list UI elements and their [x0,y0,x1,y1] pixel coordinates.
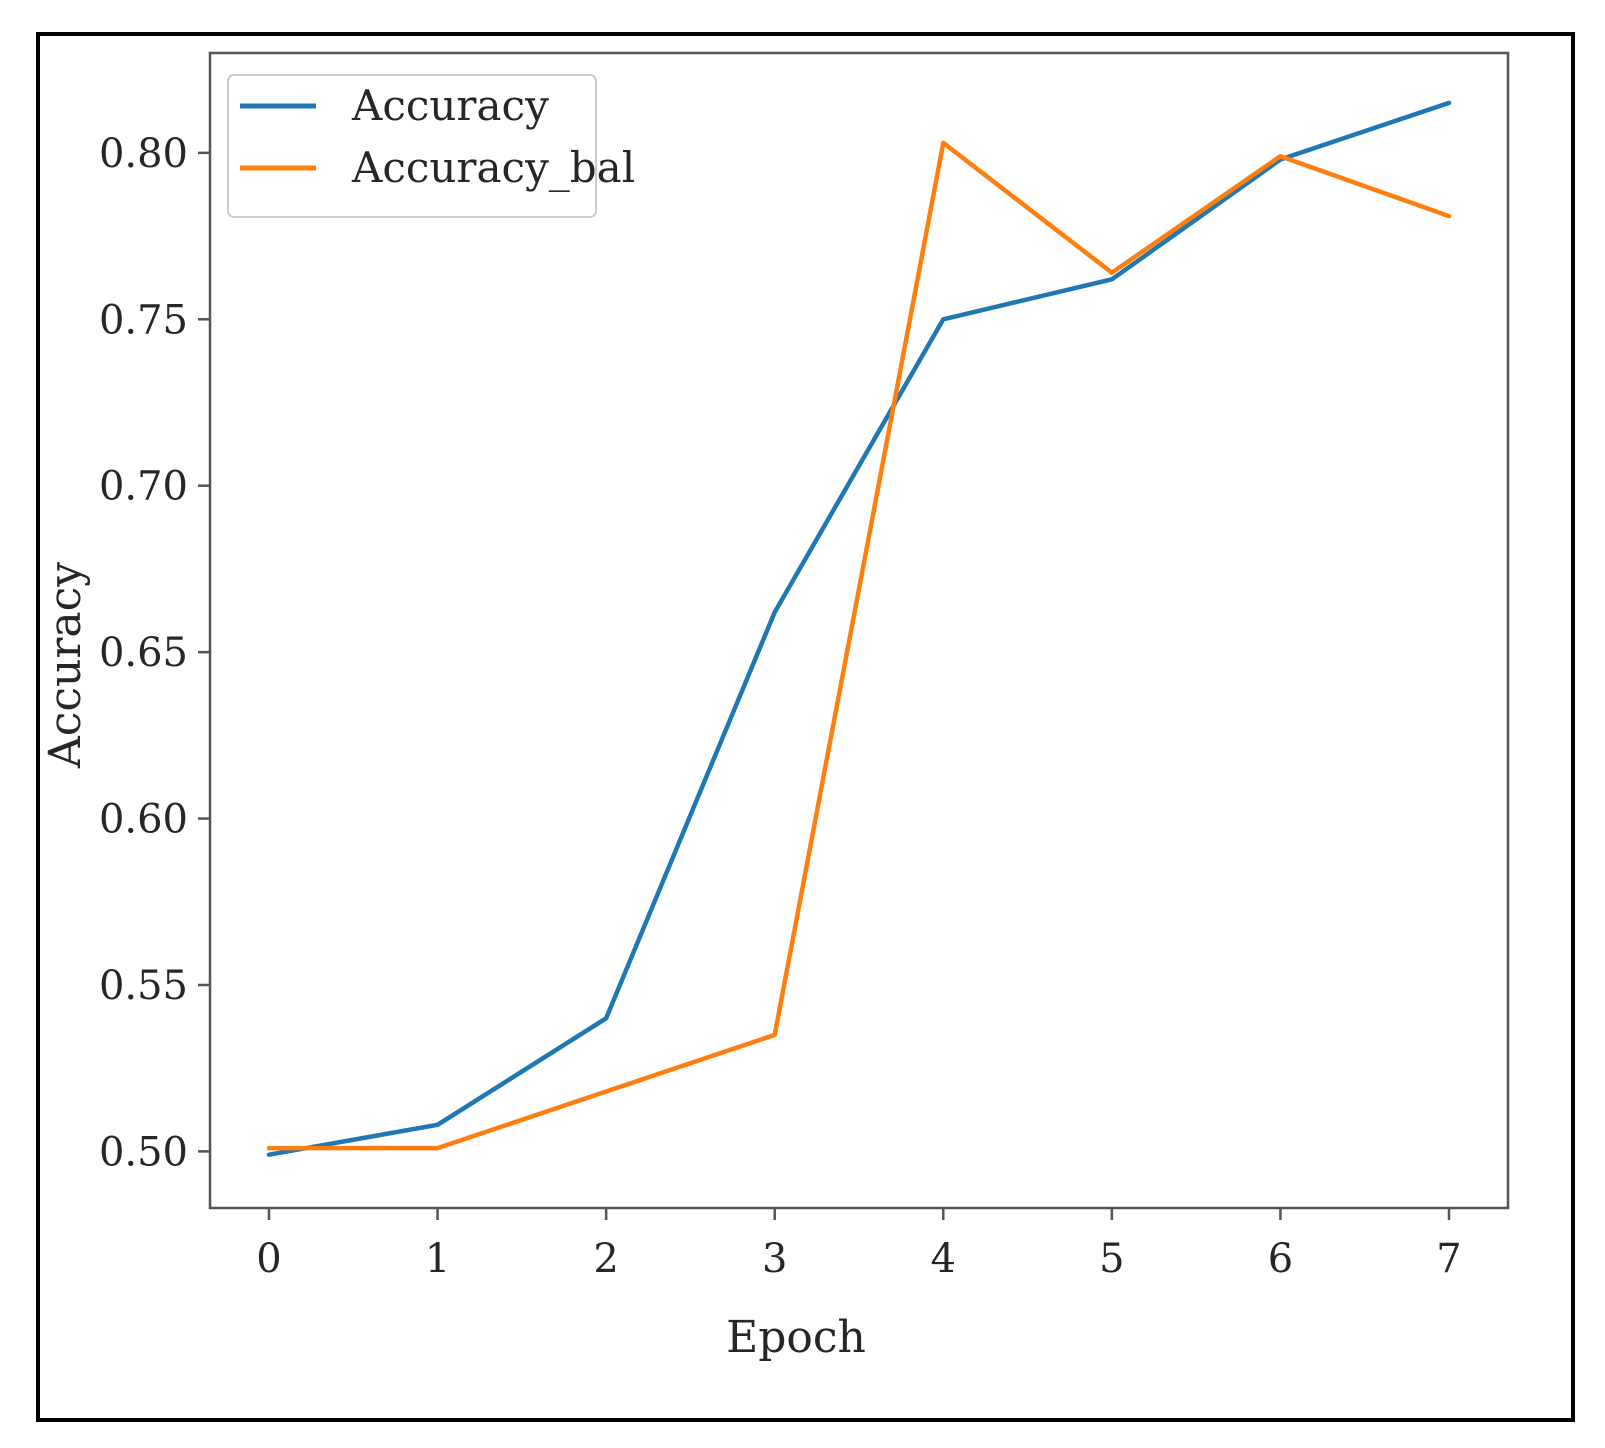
series-layer [266,100,1452,1157]
legend-label: Accuracy [351,81,549,130]
y-tick-label: 0.55 [99,963,188,1009]
y-tick-label: 0.65 [99,630,188,676]
legend-label: Accuracy_bal [351,143,635,192]
x-tick-label: 3 [762,1236,787,1282]
legend-box [227,74,597,218]
x-tick-label: 5 [1099,1236,1124,1282]
y-tick-label: 0.70 [99,464,188,510]
y-tick-label: 0.60 [99,797,188,843]
y-tick-label: 0.75 [99,297,188,343]
x-tick-label: 0 [256,1236,281,1282]
x-tick-label: 7 [1436,1236,1461,1282]
y-tick-label: 0.80 [99,131,188,177]
y-axis: 0.50 0.55 0.60 0.65 0.70 0.75 0.80 [99,131,210,1175]
plot-frame [208,51,1510,1210]
x-axis: 0 1 2 3 4 5 6 7 [256,1208,1462,1282]
x-tick-label: 2 [593,1236,618,1282]
x-tick-label: 1 [425,1236,450,1282]
series-line-accuracy [266,100,1452,1157]
figure-frame [36,32,1575,1422]
x-tick-label: 4 [931,1236,956,1282]
series-line-accuracy-bal [266,140,1452,1151]
x-tick-label: 6 [1268,1236,1293,1282]
legend: Accuracy Accuracy_bal [227,74,635,218]
x-axis-title: Epoch [726,1312,866,1363]
y-axis-title: Accuracy [40,562,91,769]
y-tick-label: 0.50 [99,1129,188,1175]
